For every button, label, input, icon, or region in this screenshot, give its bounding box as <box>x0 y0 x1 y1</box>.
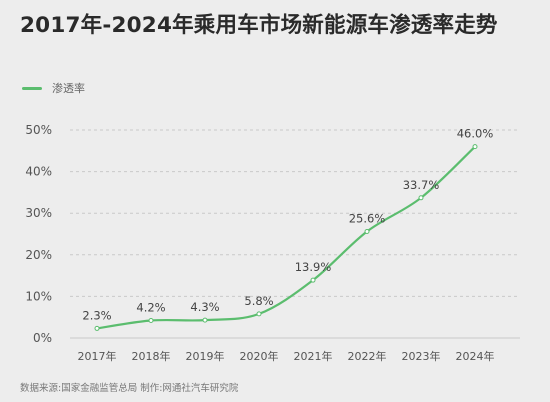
data-label: 5.8% <box>244 294 273 308</box>
data-point <box>94 325 100 331</box>
data-point <box>256 311 262 317</box>
data-point <box>310 277 316 283</box>
data-label: 4.3% <box>190 300 219 314</box>
legend-label: 渗透率 <box>52 82 85 95</box>
data-label: 2.3% <box>82 308 111 322</box>
data-point <box>148 318 154 324</box>
data-label: 25.6% <box>349 212 386 226</box>
y-tick-label: 20% <box>25 248 52 262</box>
x-tick-label: 2022年 <box>348 349 387 363</box>
data-label: 4.2% <box>136 301 165 315</box>
y-tick-label: 50% <box>25 123 52 137</box>
y-tick-label: 30% <box>25 206 52 220</box>
x-tick-label: 2020年 <box>240 349 279 363</box>
series-line <box>96 145 476 330</box>
x-tick-label: 2024年 <box>456 349 495 363</box>
data-label: 46.0% <box>457 127 494 141</box>
data-point <box>472 144 478 150</box>
chart-title: 2017年-2024年乘用车市场新能源车渗透率走势 <box>20 13 498 38</box>
data-label: 33.7% <box>403 178 440 192</box>
data-point <box>202 317 208 323</box>
y-tick-label: 10% <box>25 289 52 303</box>
x-tick-label: 2019年 <box>186 349 225 363</box>
x-tick-label: 2021年 <box>294 349 333 363</box>
legend-line-swatch <box>22 86 42 90</box>
source-note: 数据来源:国家金融监管总局 制作:网通社汽车研究院 <box>20 383 239 394</box>
data-label: 13.9% <box>295 260 332 274</box>
data-point <box>364 229 370 235</box>
y-tick-label: 40% <box>25 165 52 179</box>
x-tick-label: 2018年 <box>132 349 171 363</box>
legend: 渗透率 <box>22 80 85 96</box>
x-tick-label: 2023年 <box>402 349 441 363</box>
y-tick-label: 0% <box>33 331 52 345</box>
data-point <box>418 195 424 201</box>
x-tick-label: 2017年 <box>78 349 117 363</box>
